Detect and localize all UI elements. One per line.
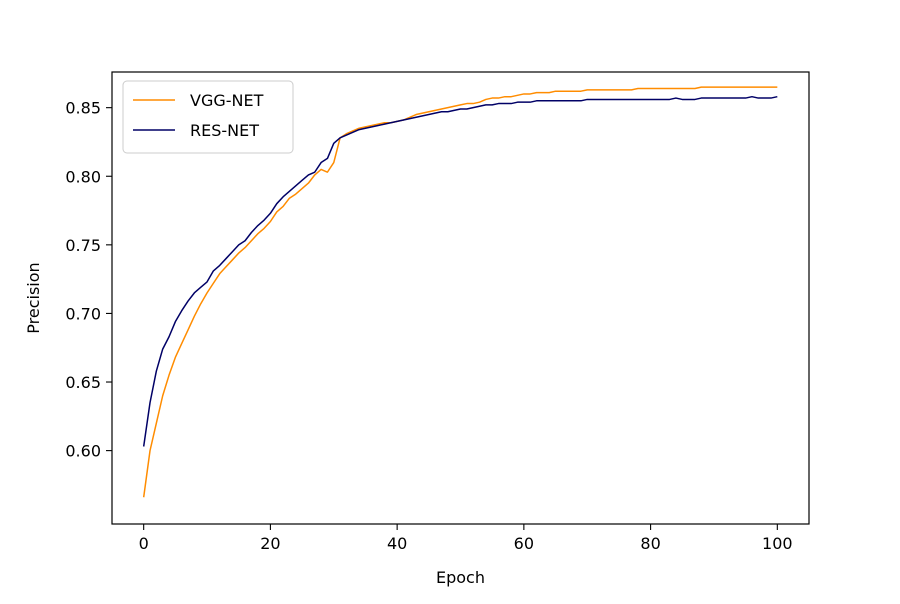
- series-line-vgg-net: [142, 86, 778, 498]
- legend-box: [122, 80, 294, 154]
- legend-label-vgg-net: VGG-NET: [190, 91, 264, 110]
- x-tick-label: 40: [387, 534, 407, 553]
- x-axis-label: Epoch: [436, 568, 485, 587]
- legend-label-res-net: RES-NET: [190, 121, 259, 140]
- x-tick-label: 80: [640, 534, 660, 553]
- x-tick-label: 20: [260, 534, 280, 553]
- series-line-res-net: [142, 95, 778, 447]
- y-tick-label: 0.85: [65, 99, 101, 118]
- x-tick-label: 100: [762, 534, 793, 553]
- plot-area-frame: [111, 71, 810, 525]
- y-tick-label: 0.65: [65, 373, 101, 392]
- x-tick-label: 60: [514, 534, 534, 553]
- y-tick-label: 0.80: [65, 167, 101, 186]
- y-tick-label: 0.70: [65, 304, 101, 323]
- legend: VGG-NET RES-NET: [122, 80, 294, 154]
- x-tick-label: 0: [139, 534, 149, 553]
- y-axis-label: Precision: [24, 262, 43, 333]
- y-tick-label: 0.75: [65, 236, 101, 255]
- ticks-layer: 0 20 40 60 80 100 0.60 0.65 0.70 0.75 0.80 0.85: [65, 99, 792, 553]
- series-layer: [142, 86, 778, 498]
- y-tick-label: 0.60: [65, 442, 101, 461]
